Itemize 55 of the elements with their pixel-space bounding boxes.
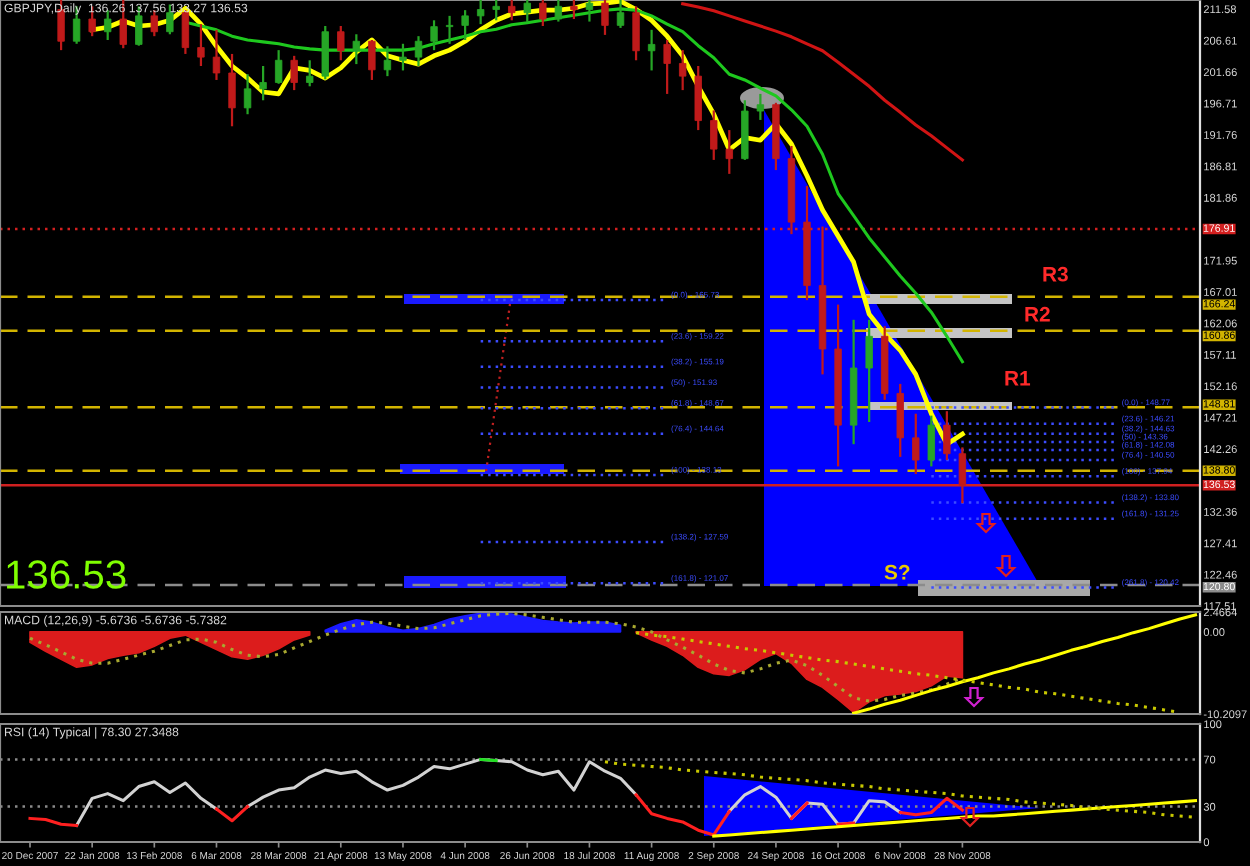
candlestick	[461, 9, 469, 42]
candlestick	[181, 9, 190, 56]
candlestick	[958, 446, 967, 505]
line-series	[852, 613, 1198, 714]
candlestick	[290, 54, 298, 92]
candlestick	[912, 412, 920, 476]
candlestick	[399, 42, 407, 72]
candlestick	[445, 14, 454, 45]
line-series	[603, 760, 1198, 819]
candlestick	[616, 0, 625, 30]
candlestick	[414, 35, 423, 68]
candlestick	[197, 23, 205, 68]
candlestick	[104, 9, 112, 42]
candlestick	[896, 382, 904, 458]
candlestick	[321, 24, 329, 81]
candlestick	[554, 0, 563, 23]
candlestick	[523, 0, 531, 24]
candlestick	[352, 33, 361, 66]
candlestick	[368, 38, 376, 82]
candlestick	[212, 28, 221, 82]
candlestick	[228, 52, 236, 128]
annotation: 136.53	[7, 560, 126, 589]
annotation: R3	[1043, 266, 1068, 282]
line-series	[681, 2, 964, 162]
candlestick	[694, 64, 702, 132]
candlestick	[243, 73, 252, 116]
candlestick	[383, 45, 392, 78]
candlestick	[150, 9, 158, 38]
candlestick	[679, 49, 687, 92]
annotation: R1	[1005, 371, 1031, 386]
candlestick	[927, 414, 935, 468]
candlestick	[570, 0, 578, 21]
candlestick	[306, 59, 314, 88]
candlestick	[259, 64, 267, 102]
candlestick	[585, 0, 594, 23]
candlestick	[539, 0, 547, 28]
candlestick	[741, 99, 749, 162]
candlestick	[710, 109, 718, 162]
candlestick	[274, 49, 283, 85]
candlestick	[725, 128, 733, 175]
candlestick	[476, 0, 485, 26]
line-series	[712, 799, 1198, 838]
candlestick	[337, 24, 345, 62]
candlestick	[492, 0, 500, 22]
candlestick	[865, 318, 873, 424]
candlestick	[508, 0, 516, 22]
candlestick	[430, 19, 438, 52]
candlestick	[663, 38, 671, 96]
candlestick	[601, 0, 609, 37]
candlestick	[647, 28, 656, 72]
candlestick	[756, 92, 765, 122]
candlestick	[632, 5, 640, 62]
annotation: R2	[1025, 306, 1050, 322]
annotation: S?	[884, 564, 910, 580]
candlestick	[943, 410, 951, 462]
